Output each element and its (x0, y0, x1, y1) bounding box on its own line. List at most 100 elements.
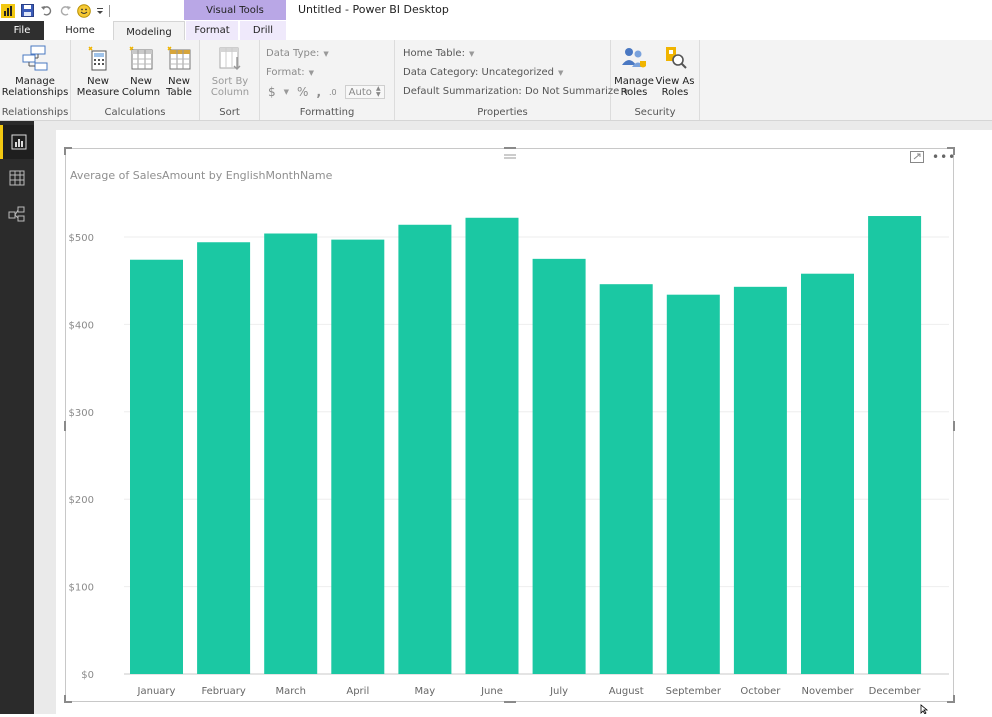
group-label-calculations: Calculations (104, 107, 166, 118)
format-dropdown[interactable]: Format: ▼ (266, 67, 314, 78)
drag-grip-icon[interactable] (504, 151, 516, 159)
new-table-label-1: New (168, 76, 190, 87)
resize-handle-right[interactable] (953, 421, 955, 431)
data-view-icon[interactable] (0, 161, 34, 195)
powerbi-logo-icon[interactable] (0, 3, 16, 19)
currency-button[interactable]: $ (268, 85, 276, 99)
decimal-places-button[interactable]: .0 (329, 87, 337, 97)
view-as-roles-label-1: View As (655, 76, 695, 87)
bar-may[interactable] (398, 224, 452, 674)
resize-handle-top-right-v[interactable] (953, 147, 955, 155)
customize-qat-icon[interactable] (95, 3, 105, 19)
group-formatting: Data Type: ▼ Format: ▼ $ ▼ % , .0 Auto ▲… (260, 40, 395, 120)
x-tick-label: December (869, 686, 922, 697)
manage-relationships-button[interactable]: Manage Relationships (2, 44, 68, 98)
view-as-roles-button[interactable]: View As Roles (655, 44, 695, 98)
sort-by-column-label-1: Sort By (211, 76, 249, 87)
default-summarization-label: Default Summarization: Do Not Summarize (403, 86, 620, 97)
redo-icon[interactable] (57, 3, 73, 19)
tab-drill[interactable]: Drill (240, 21, 286, 40)
data-category-dropdown[interactable]: Data Category: Uncategorized ▼ (403, 67, 563, 78)
bar-january[interactable] (130, 259, 183, 674)
resize-handle-top[interactable] (504, 147, 516, 149)
chevron-down-icon: ▼ (323, 49, 329, 58)
new-table-icon (165, 44, 193, 72)
y-tick-label: $0 (81, 670, 94, 681)
spinner-arrows-icon[interactable]: ▲ ▼ (376, 85, 381, 98)
bar-july[interactable] (532, 258, 586, 674)
decimal-places-value: Auto (348, 86, 372, 98)
resize-handle-bottom-right-v[interactable] (953, 695, 955, 703)
manage-roles-label-2: Roles (620, 87, 648, 98)
ribbon: Manage Relationships Relationships New M… (0, 40, 992, 121)
comma-button[interactable]: , (316, 85, 321, 99)
resize-handle-bottom-left[interactable] (64, 701, 72, 703)
new-table-button[interactable]: New Table (161, 44, 197, 98)
group-calculations: New Measure New Column New Table Calcula… (71, 40, 200, 120)
smiley-icon[interactable] (76, 3, 92, 19)
new-measure-button[interactable]: New Measure (77, 44, 119, 98)
manage-roles-icon (620, 44, 648, 72)
resize-handle-bottom[interactable] (504, 701, 516, 703)
save-icon[interactable] (19, 3, 35, 19)
decimal-places-spinner[interactable]: Auto ▲ ▼ (344, 85, 385, 99)
tab-format[interactable]: Format (186, 21, 238, 40)
bar-april[interactable] (331, 239, 385, 674)
model-view-icon[interactable] (0, 197, 34, 231)
default-summarization-dropdown[interactable]: Default Summarization: Do Not Summarize … (403, 86, 629, 97)
resize-handle-left[interactable] (64, 421, 66, 431)
resize-handle-bottom-right[interactable] (947, 701, 955, 703)
view-as-roles-icon (661, 44, 689, 72)
bar-june[interactable] (465, 217, 519, 674)
x-tick-label: March (275, 686, 305, 697)
y-tick-label: $300 (69, 408, 94, 419)
tab-file[interactable]: File (0, 21, 44, 40)
chevron-down-icon: ▼ (308, 68, 314, 77)
bar-march[interactable] (264, 233, 318, 674)
home-table-label: Home Table: (403, 48, 465, 59)
percent-button[interactable]: % (297, 85, 309, 99)
chevron-down-icon: ▼ (283, 88, 290, 96)
bar-august[interactable] (599, 284, 653, 674)
sort-by-column-label-2: Column (210, 87, 250, 98)
resize-handle-bottom-left-v[interactable] (64, 695, 66, 703)
chart-title: Average of SalesAmount by EnglishMonthNa… (70, 169, 333, 182)
bar-december[interactable] (868, 216, 922, 675)
more-options-icon[interactable]: ••• (932, 150, 957, 164)
resize-handle-top-right[interactable] (947, 147, 955, 149)
resize-handle-top-left-v[interactable] (64, 147, 66, 155)
x-tick-label: January (137, 686, 176, 697)
x-tick-label: July (549, 686, 568, 697)
home-table-dropdown[interactable]: Home Table: ▼ (403, 48, 474, 59)
new-column-button[interactable]: New Column (121, 44, 161, 98)
qat-separator (108, 3, 112, 19)
bar-february[interactable] (197, 242, 251, 674)
new-table-label-2: Table (166, 87, 192, 98)
y-tick-label: $200 (69, 495, 94, 506)
bar-november[interactable] (801, 273, 854, 674)
report-view-icon[interactable] (0, 125, 34, 159)
bar-chart-svg: $0 $100 $200 $300 $400 $500 January February Ma… (69, 216, 949, 697)
window-title: Untitled - Power BI Desktop (298, 3, 449, 16)
sort-by-column-button[interactable]: Sort By Column (206, 44, 254, 98)
new-measure-label-2: Measure (76, 87, 120, 98)
undo-icon[interactable] (38, 3, 54, 19)
bar-october[interactable] (733, 286, 787, 674)
new-column-icon (127, 44, 155, 72)
data-type-dropdown[interactable]: Data Type: ▼ (266, 48, 329, 59)
bar-september[interactable] (666, 294, 720, 674)
calculator-icon (84, 44, 112, 72)
x-tick-label: May (415, 686, 436, 697)
x-tick-label: April (346, 686, 369, 697)
x-tick-label: November (801, 686, 854, 697)
relationships-icon (21, 44, 49, 72)
tab-home[interactable]: Home (65, 25, 95, 36)
title-bar (0, 0, 992, 21)
manage-roles-button[interactable]: Manage Roles (613, 44, 655, 98)
focus-mode-icon[interactable] (910, 151, 924, 163)
y-tick-label: $400 (69, 320, 94, 331)
y-tick-label: $100 (69, 583, 94, 594)
resize-handle-top-left[interactable] (64, 147, 72, 149)
tab-modeling[interactable]: Modeling (113, 21, 185, 42)
sort-by-column-icon (216, 44, 244, 72)
